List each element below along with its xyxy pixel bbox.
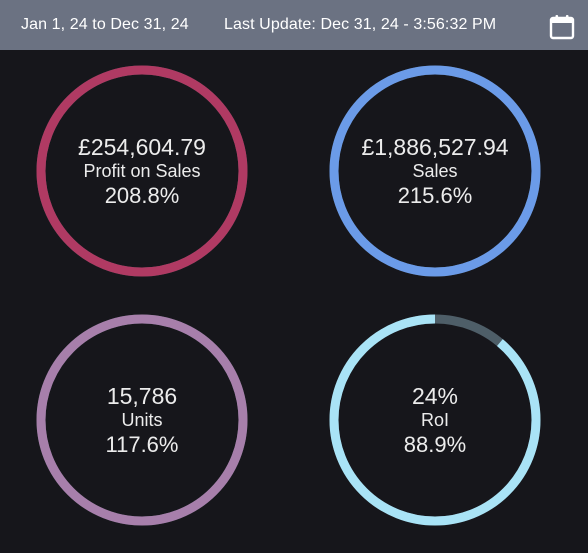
gauge-ring	[36, 314, 248, 526]
gauge-percent: 215.6%	[397, 182, 473, 208]
gauge-fill	[329, 314, 541, 526]
gauge-units[interactable]: 15,786 Units 117.6%	[32, 310, 252, 530]
gauge-value: £254,604.79	[78, 133, 206, 160]
gauge-value: 15,786	[106, 382, 178, 409]
gauge-fill	[36, 65, 248, 277]
gauge-profit-on-sales[interactable]: £254,604.79 Profit on Sales 208.8%	[32, 61, 252, 281]
gauge-label: RoI	[420, 409, 449, 430]
calendar-icon[interactable]	[549, 14, 575, 40]
gauge-label: Units	[121, 409, 163, 430]
date-range: Jan 1, 24 to Dec 31, 24	[21, 16, 189, 33]
gauge-ring	[36, 65, 248, 277]
gauge-value: 24%	[411, 382, 459, 409]
gauge-label: Sales	[412, 160, 458, 181]
last-update: Last Update: Dec 31, 24 - 3:56:32 PM	[224, 16, 497, 33]
gauge-ring	[329, 65, 541, 277]
gauge-value: £1,886,527.94	[361, 133, 509, 160]
widget-header: Jan 1, 24 to Dec 31, 24 Last Update: Dec…	[0, 0, 588, 50]
gauge-percent: 117.6%	[105, 431, 179, 457]
gauge-percent: 88.9%	[403, 431, 467, 457]
gauge-percent: 208.8%	[104, 182, 180, 208]
gauge-roi[interactable]: 24% RoI 88.9%	[325, 310, 545, 530]
gauge-sales[interactable]: £1,886,527.94 Sales 215.6%	[325, 61, 545, 281]
gauge-fill	[36, 314, 248, 526]
gauge-ring	[329, 314, 541, 526]
gauge-label: Profit on Sales	[83, 160, 201, 181]
gauge-fill	[329, 65, 541, 277]
